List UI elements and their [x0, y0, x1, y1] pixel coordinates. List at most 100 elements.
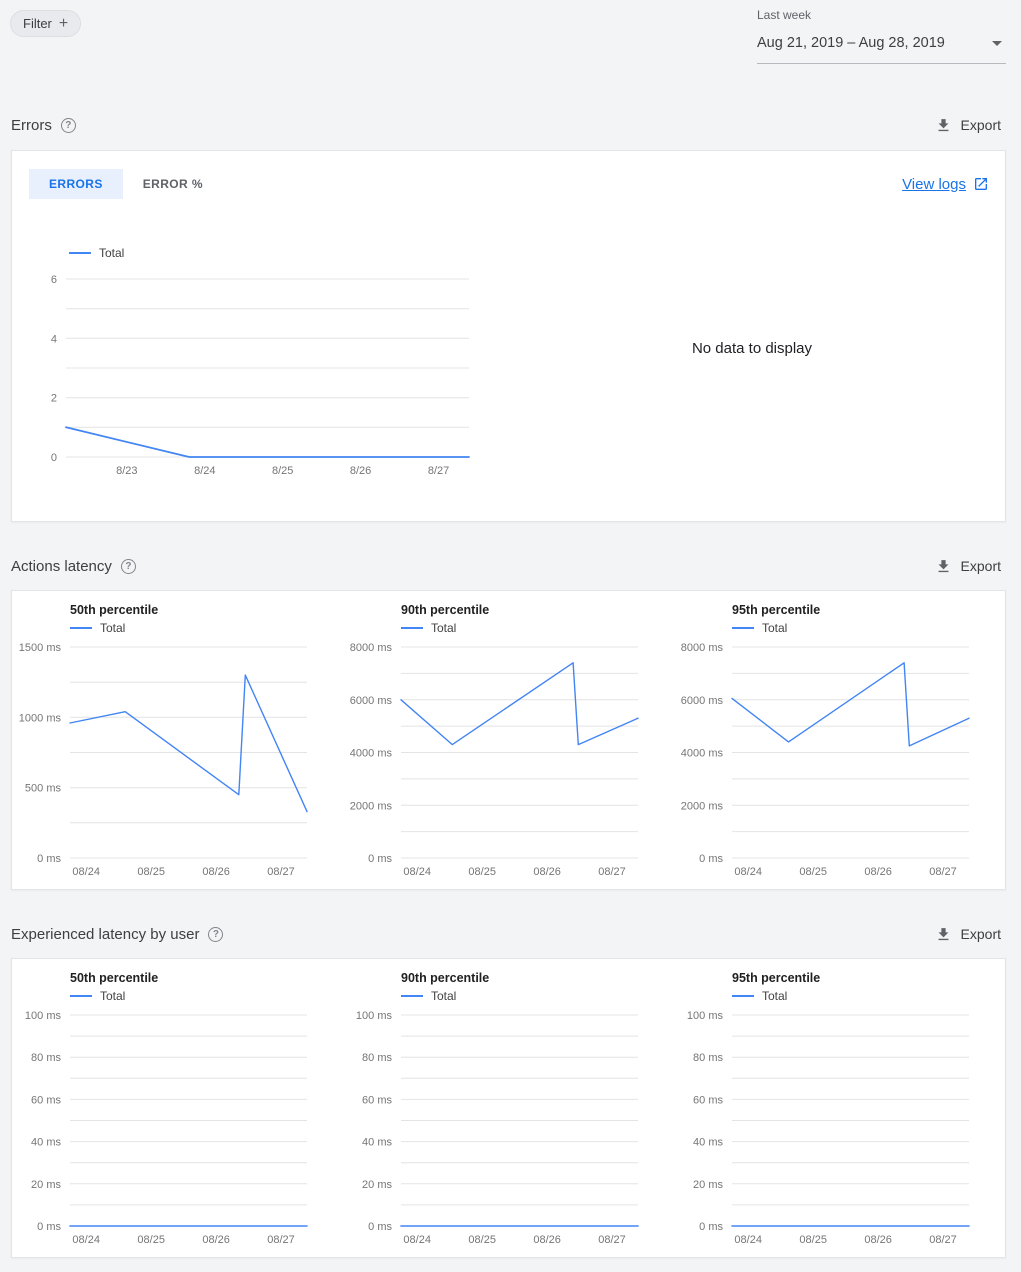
svg-text:0 ms: 0 ms	[368, 1221, 392, 1233]
chart-title: 90th percentile	[401, 971, 490, 985]
legend-line-icon	[70, 995, 92, 997]
legend-label: Total	[99, 246, 125, 260]
actions-latency-title: Actions latency	[11, 557, 112, 575]
svg-text:08/25: 08/25	[137, 866, 165, 878]
chart-legend: Total	[70, 621, 343, 635]
errors-line-chart: 0 2 4 6 8/23 8/24 8/25 8/26 8/27	[12, 269, 482, 479]
svg-text:2000 ms: 2000 ms	[681, 800, 724, 812]
chart-title: 90th percentile	[401, 603, 490, 617]
chart-legend: Total	[732, 621, 1005, 635]
download-icon	[938, 927, 948, 940]
date-range-preset: Last week	[757, 8, 812, 22]
svg-text:40 ms: 40 ms	[362, 1137, 392, 1149]
errors-tabs: ERRORS ERROR % View logs	[29, 169, 989, 199]
export-errors-button[interactable]: Export	[935, 117, 1001, 134]
tab-error-percent[interactable]: ERROR %	[142, 177, 203, 191]
svg-text:08/27: 08/27	[929, 1234, 957, 1246]
svg-text:08/26: 08/26	[202, 1234, 230, 1246]
tab-errors[interactable]: ERRORS	[29, 169, 123, 199]
chart-legend: Total	[401, 989, 674, 1003]
legend-line-icon	[70, 627, 92, 629]
date-range-picker[interactable]: Last week Aug 21, 2019 – Aug 28, 2019	[757, 8, 1006, 64]
legend-label: Total	[100, 621, 126, 635]
svg-text:6000 ms: 6000 ms	[681, 695, 724, 707]
actions-latency-card: 50th percentile Total 0 ms 500 ms 1000 ms 1…	[11, 590, 1006, 890]
svg-text:08/25: 08/25	[468, 1234, 496, 1246]
svg-text:80 ms: 80 ms	[693, 1052, 723, 1064]
download-icon	[938, 118, 948, 131]
user-latency-section-header: Experienced latency by user ? Export	[11, 923, 1001, 945]
legend-line-icon	[732, 995, 754, 997]
line-chart-actions-50th: 0 ms 500 ms 1000 ms 1500 ms 08/24 08/25 08/26 0…	[12, 635, 343, 880]
svg-text:1000 ms: 1000 ms	[19, 712, 62, 724]
chart-legend: Total	[732, 989, 1005, 1003]
svg-text:08/26: 08/26	[202, 866, 230, 878]
view-logs-link[interactable]: View logs	[902, 176, 989, 193]
svg-text:60 ms: 60 ms	[31, 1094, 61, 1106]
svg-text:0 ms: 0 ms	[368, 853, 392, 865]
help-icon[interactable]: ?	[208, 926, 224, 942]
chart-title: 50th percentile	[70, 971, 159, 985]
download-icon	[938, 559, 948, 572]
errors-section-title: Errors	[11, 116, 52, 134]
svg-text:0 ms: 0 ms	[699, 1221, 723, 1233]
svg-text:08/25: 08/25	[799, 1234, 827, 1246]
export-user-latency-button[interactable]: Export	[935, 926, 1001, 943]
svg-text:08/24: 08/24	[734, 1234, 762, 1246]
svg-text:100 ms: 100 ms	[687, 1010, 724, 1022]
actions-latency-section-header: Actions latency ? Export	[11, 555, 1001, 577]
svg-text:8000 ms: 8000 ms	[350, 642, 393, 654]
export-label: Export	[960, 117, 1001, 133]
help-icon[interactable]: ?	[60, 117, 76, 133]
svg-text:2: 2	[51, 393, 57, 405]
svg-text:60 ms: 60 ms	[693, 1094, 723, 1106]
svg-text:08/26: 08/26	[533, 866, 561, 878]
svg-text:100 ms: 100 ms	[356, 1010, 393, 1022]
export-actions-latency-button[interactable]: Export	[935, 558, 1001, 575]
svg-text:2000 ms: 2000 ms	[350, 800, 393, 812]
line-chart-actions-90th: 0 ms 2000 ms 4000 ms 6000 ms 8000 ms 08/24 08/…	[343, 635, 674, 880]
errors-chart-legend: Total	[69, 246, 124, 260]
svg-text:08/27: 08/27	[267, 1234, 295, 1246]
legend-label: Total	[762, 621, 788, 635]
svg-text:08/25: 08/25	[137, 1234, 165, 1246]
line-chart-user-95th: 0 ms 20 ms 40 ms 60 ms 80 ms 100 ms 08/24 08/25…	[674, 1003, 1005, 1248]
plus-icon: +	[58, 14, 69, 32]
help-icon[interactable]: ?	[120, 558, 136, 574]
filter-label: Filter	[23, 16, 52, 31]
chevron-down-icon	[992, 40, 1002, 46]
no-data-message: No data to display	[691, 340, 813, 357]
svg-text:08/26: 08/26	[533, 1234, 561, 1246]
legend-line-icon	[401, 627, 423, 629]
svg-text:08/27: 08/27	[598, 1234, 626, 1246]
svg-text:4000 ms: 4000 ms	[350, 748, 393, 760]
svg-text:08/24: 08/24	[72, 1234, 100, 1246]
svg-text:80 ms: 80 ms	[31, 1052, 61, 1064]
svg-text:8/27: 8/27	[428, 465, 449, 477]
svg-text:40 ms: 40 ms	[693, 1137, 723, 1149]
svg-text:1500 ms: 1500 ms	[19, 642, 62, 654]
svg-text:8/25: 8/25	[272, 465, 293, 477]
filter-button[interactable]: Filter +	[10, 10, 82, 37]
chart-block-user-95th: 95th percentile Total 0 ms 20 ms 40 ms 60 m…	[674, 959, 1005, 1248]
svg-text:4000 ms: 4000 ms	[681, 748, 724, 760]
svg-text:100 ms: 100 ms	[25, 1010, 62, 1022]
view-logs-label: View logs	[902, 175, 966, 193]
svg-text:0 ms: 0 ms	[37, 853, 61, 865]
date-range-value: Aug 21, 2019 – Aug 28, 2019	[757, 35, 945, 51]
svg-text:08/24: 08/24	[734, 866, 762, 878]
errors-section-header: Errors ? Export	[11, 114, 1001, 136]
svg-text:08/24: 08/24	[72, 866, 100, 878]
svg-text:08/26: 08/26	[864, 866, 892, 878]
user-latency-title: Experienced latency by user	[11, 925, 200, 943]
svg-text:8000 ms: 8000 ms	[681, 642, 724, 654]
chart-block-user-90th: 90th percentile Total 0 ms 20 ms 40 ms 60 m…	[343, 959, 674, 1248]
svg-text:6: 6	[51, 274, 57, 286]
svg-text:4: 4	[51, 333, 57, 345]
svg-text:6000 ms: 6000 ms	[350, 695, 393, 707]
line-chart-user-90th: 0 ms 20 ms 40 ms 60 ms 80 ms 100 ms 08/24 08/25…	[343, 1003, 674, 1248]
svg-text:08/27: 08/27	[929, 866, 957, 878]
svg-text:08/24: 08/24	[403, 866, 431, 878]
svg-text:500 ms: 500 ms	[25, 783, 62, 795]
user-latency-card: 50th percentile Total 0 ms 20 ms 40 ms 60 m…	[11, 958, 1006, 1258]
